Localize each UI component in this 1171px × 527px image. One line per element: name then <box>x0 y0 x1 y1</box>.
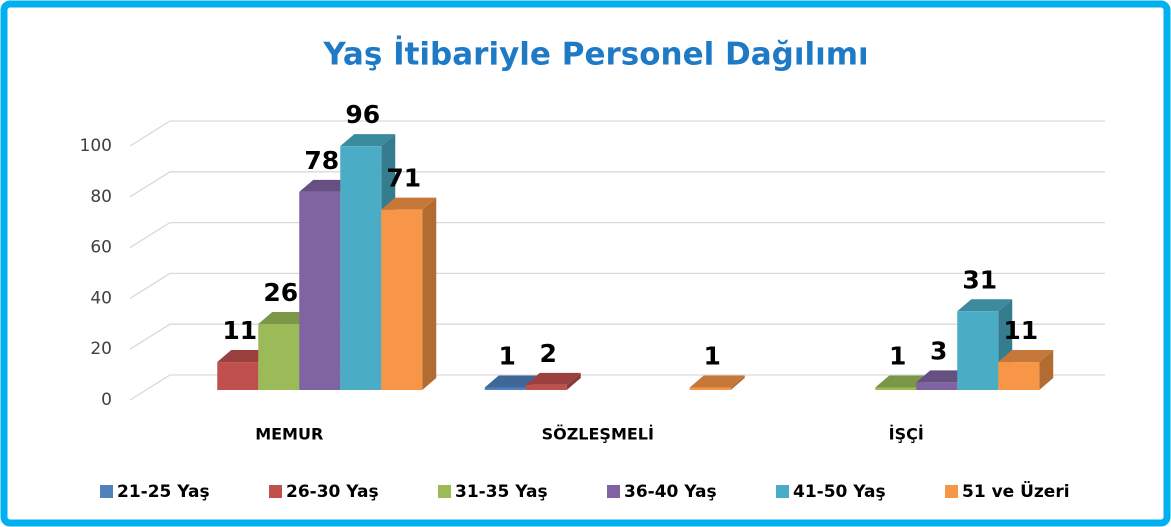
data-label: 1 <box>889 341 906 370</box>
data-label: 2 <box>540 339 557 368</box>
bar-front <box>258 323 300 390</box>
legend-swatch <box>945 485 958 498</box>
bar-top <box>484 375 540 388</box>
grid-line <box>129 272 1105 299</box>
bar-front <box>875 387 917 390</box>
y-tick-label: 100 <box>80 136 112 156</box>
data-label: 78 <box>304 146 339 175</box>
bar-top <box>689 375 745 388</box>
data-label: 11 <box>1003 316 1038 345</box>
legend-swatch <box>100 485 113 498</box>
data-label: 3 <box>930 336 947 365</box>
x-tick-label: SÖZLEŞMELİ <box>542 425 654 444</box>
data-label: 26 <box>263 278 298 307</box>
bar-side <box>422 197 437 390</box>
bar-side <box>1039 350 1054 390</box>
bar-front <box>525 384 567 390</box>
grid-line <box>129 120 1105 147</box>
bar <box>689 375 745 390</box>
bar-top <box>998 350 1054 363</box>
bar-top <box>340 134 396 147</box>
grid-line <box>129 374 1105 401</box>
bar-front <box>998 362 1040 390</box>
bar-front <box>689 387 731 390</box>
bar-front <box>217 362 259 390</box>
legend-label: 51 ve Üzeri <box>962 480 1070 502</box>
y-tick-label: 0 <box>101 390 112 410</box>
bar-front <box>299 191 341 390</box>
legend-swatch <box>269 485 282 498</box>
x-tick-label: MEMUR <box>255 425 323 444</box>
legend-swatch <box>607 485 620 498</box>
data-label: 96 <box>345 100 380 129</box>
bar-front <box>484 387 526 390</box>
bar <box>998 350 1054 390</box>
legend-swatch <box>438 485 451 498</box>
data-label: 1 <box>499 341 516 370</box>
bar <box>525 372 581 390</box>
legend-label: 31-35 Yaş <box>455 482 548 502</box>
bar-front <box>916 382 958 390</box>
bar-front <box>381 209 423 390</box>
chart-title: Yaş İtibariyle Personel Dağılımı <box>322 37 868 73</box>
legend-label: 36-40 Yaş <box>624 482 717 502</box>
legend-label: 41-50 Yaş <box>793 482 886 502</box>
bar <box>381 197 437 390</box>
bar-side <box>730 375 745 390</box>
bar-front <box>957 311 999 390</box>
legend-label: 21-25 Yaş <box>117 482 210 502</box>
legend-swatch <box>776 485 789 498</box>
grid-line <box>129 323 1105 350</box>
y-tick-label: 60 <box>90 238 112 258</box>
legend-label: 26-30 Yaş <box>286 482 379 502</box>
data-label: 71 <box>386 164 421 193</box>
bar-top <box>381 197 437 210</box>
grid-line <box>129 221 1105 249</box>
bar-top <box>525 372 581 385</box>
data-label: 31 <box>962 265 997 294</box>
bar-side <box>566 372 581 390</box>
y-tick-label: 80 <box>90 187 112 207</box>
bar-front <box>340 146 382 390</box>
data-label: 1 <box>704 341 721 370</box>
y-tick-label: 20 <box>90 339 112 359</box>
bar-top <box>957 299 1013 312</box>
data-label: 11 <box>222 316 257 345</box>
grid-line <box>129 171 1105 198</box>
x-tick-label: İŞÇİ <box>889 425 924 444</box>
y-tick-label: 40 <box>90 288 112 308</box>
